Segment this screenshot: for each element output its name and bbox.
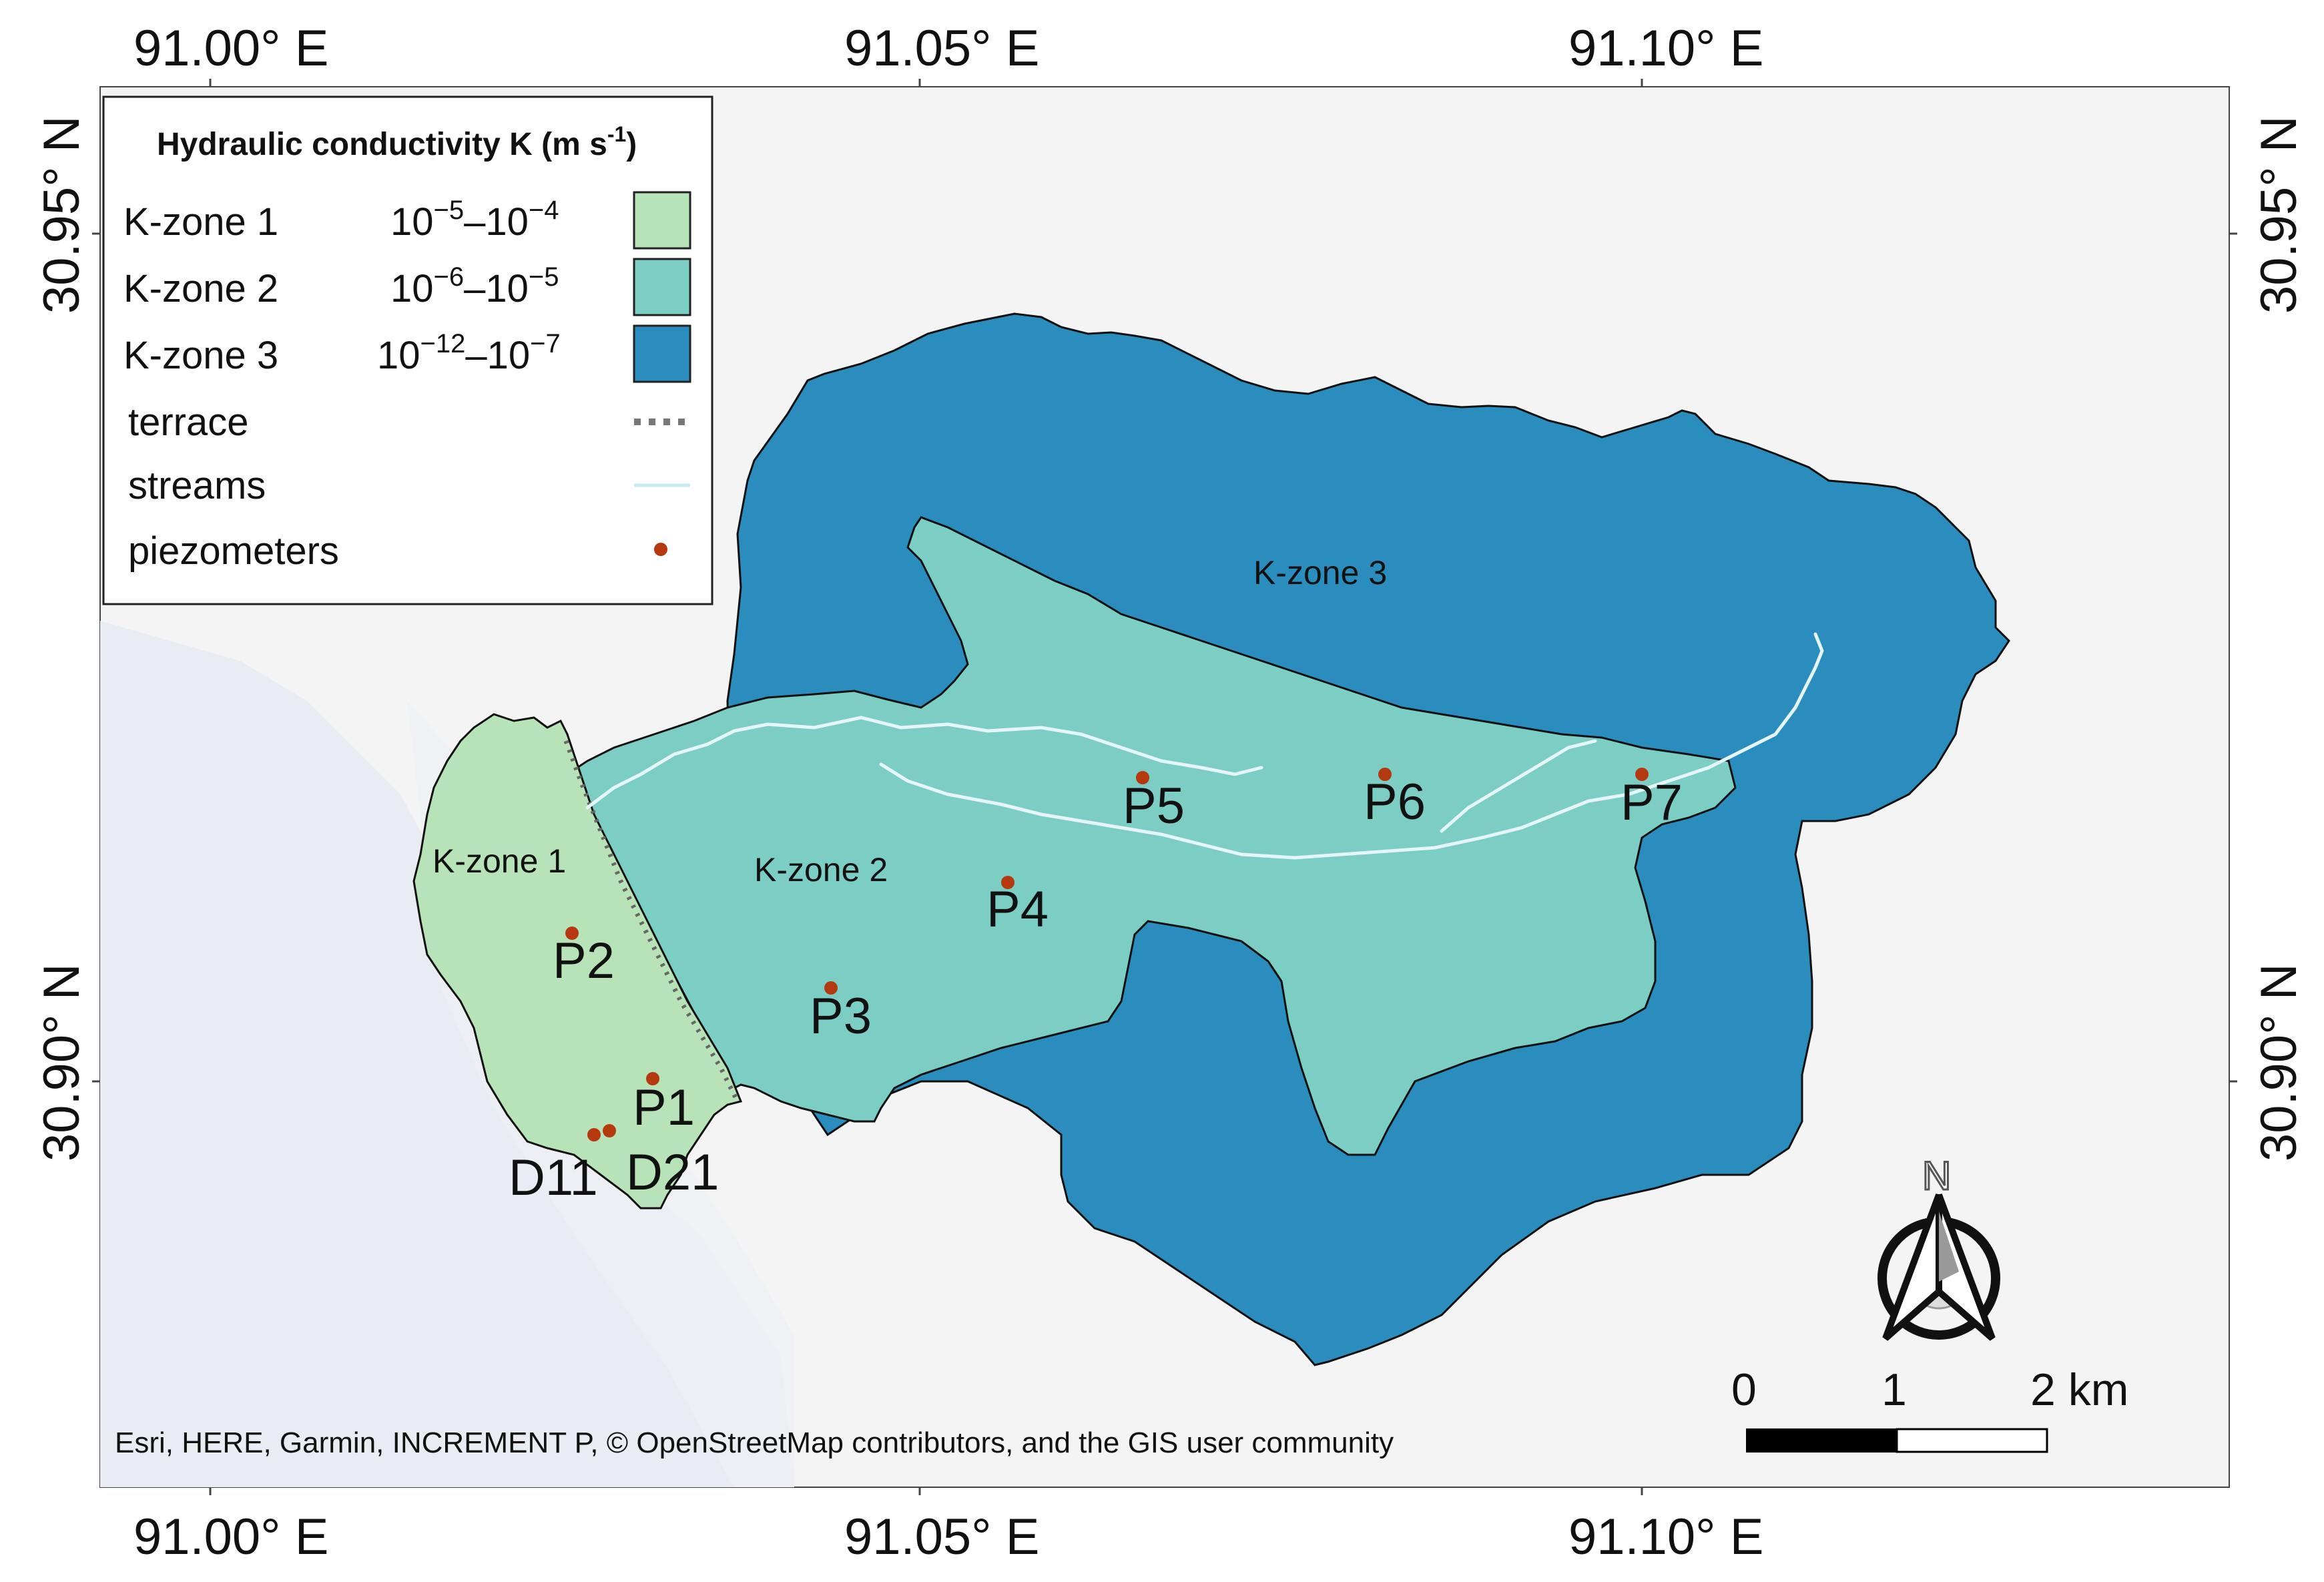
lat-label-right-2: 30.90° N <box>2251 963 2307 1161</box>
piezometer-label-p7: P7 <box>1621 774 1683 831</box>
piezometer-p3 <box>824 981 838 995</box>
stream-main <box>585 716 1263 810</box>
north-arrow: N <box>1877 1153 2000 1341</box>
scale-bar: 0 1 2 km <box>1731 1364 2128 1453</box>
scale-label-1: 1 <box>1881 1364 1907 1415</box>
terrace-line <box>563 740 740 1103</box>
piezometer-label-d11: D11 <box>509 1149 598 1206</box>
legend-piezometers-label: piezometers <box>128 529 339 573</box>
legend-terrace-label: terrace <box>128 401 249 444</box>
axis-ticks <box>92 79 2237 1495</box>
piezometer-label-p2: P2 <box>553 933 615 989</box>
stream-valley <box>879 632 1824 860</box>
legend-zone-2-swatch <box>633 258 691 316</box>
piezometer-p2 <box>565 927 579 940</box>
legend-title: Hydraulic conductivity K (m s-1) <box>157 122 637 162</box>
lat-label-left-2: 30.90° N <box>33 963 90 1161</box>
lon-label-bottom-3: 91.10° E <box>1568 1509 1763 1565</box>
scale-bar-black <box>1746 1428 1898 1453</box>
piezometer-p6 <box>1378 768 1392 781</box>
piezometer-label-d21: D21 <box>626 1144 719 1201</box>
legend-zone-2-range: 10−6–10−5 <box>390 262 559 310</box>
lat-label-left-1: 30.95° N <box>33 115 90 314</box>
piezometer-labels: P1 P2 P3 P4 P5 P6 P7 D11 D21 <box>509 774 1683 1206</box>
legend-zone-1-name: K-zone 1 <box>123 200 278 244</box>
lat-label-right-1: 30.95° N <box>2251 115 2307 314</box>
legend-zone-1-swatch <box>633 191 691 250</box>
north-arrow-label: N <box>1922 1153 1951 1198</box>
legend-box <box>102 95 713 605</box>
piezometer-p1 <box>646 1072 659 1085</box>
scale-label-0: 0 <box>1731 1364 1757 1415</box>
piezometer-label-p4: P4 <box>986 881 1049 938</box>
k-zone-1-area <box>412 713 743 1210</box>
legend-title-exponent: -1 <box>607 122 626 146</box>
lon-label-top-2: 91.05° E <box>844 20 1039 77</box>
lon-label-top-3: 91.10° E <box>1568 20 1763 77</box>
legend-zone-1-range: 10−5–10−4 <box>390 196 559 244</box>
zone-label-2: K-zone 2 <box>754 851 888 888</box>
legend-zone-3-name: K-zone 3 <box>123 334 278 377</box>
legend-piezometer-symbol <box>654 543 667 556</box>
piezometer-label-p6: P6 <box>1364 774 1426 830</box>
axis-labels: 91.00° E 91.05° E 91.10° E 91.00° E 91.0… <box>33 20 2307 1565</box>
basemap-attribution: Esri, HERE, Garmin, INCREMENT P, © OpenS… <box>115 1426 1394 1459</box>
piezometer-markers <box>565 768 1649 1141</box>
zone-label-1: K-zone 1 <box>432 842 566 880</box>
legend-zone-3-swatch <box>633 324 691 383</box>
piezometer-d21 <box>603 1124 616 1137</box>
piezometer-label-p5: P5 <box>1123 778 1185 834</box>
scale-label-2: 2 km <box>2030 1364 2128 1415</box>
legend: Hydraulic conductivity K (m s-1) K-zone … <box>102 95 713 605</box>
piezometer-p7 <box>1635 768 1649 781</box>
lon-label-bottom-2: 91.05° E <box>844 1509 1039 1565</box>
streams <box>585 632 1824 860</box>
north-arrow-hatch <box>1939 1212 1959 1282</box>
piezometer-p4 <box>1001 876 1014 889</box>
piezometer-d11 <box>587 1128 601 1141</box>
zone-label-3: K-zone 3 <box>1253 554 1387 591</box>
legend-zone-2-name: K-zone 2 <box>123 267 278 310</box>
lon-label-top-1: 91.00° E <box>133 20 328 77</box>
k-zone-2-area <box>566 516 1737 1156</box>
scale-bar-white <box>1896 1428 2048 1453</box>
piezometer-p5 <box>1136 771 1149 784</box>
stream-branch <box>1440 739 1597 833</box>
legend-zone-3-range: 10−12–10−7 <box>377 329 561 377</box>
piezometer-label-p1: P1 <box>633 1079 695 1136</box>
legend-streams-label: streams <box>128 464 266 507</box>
lon-label-bottom-1: 91.00° E <box>133 1509 328 1565</box>
piezometer-label-p3: P3 <box>810 988 872 1045</box>
